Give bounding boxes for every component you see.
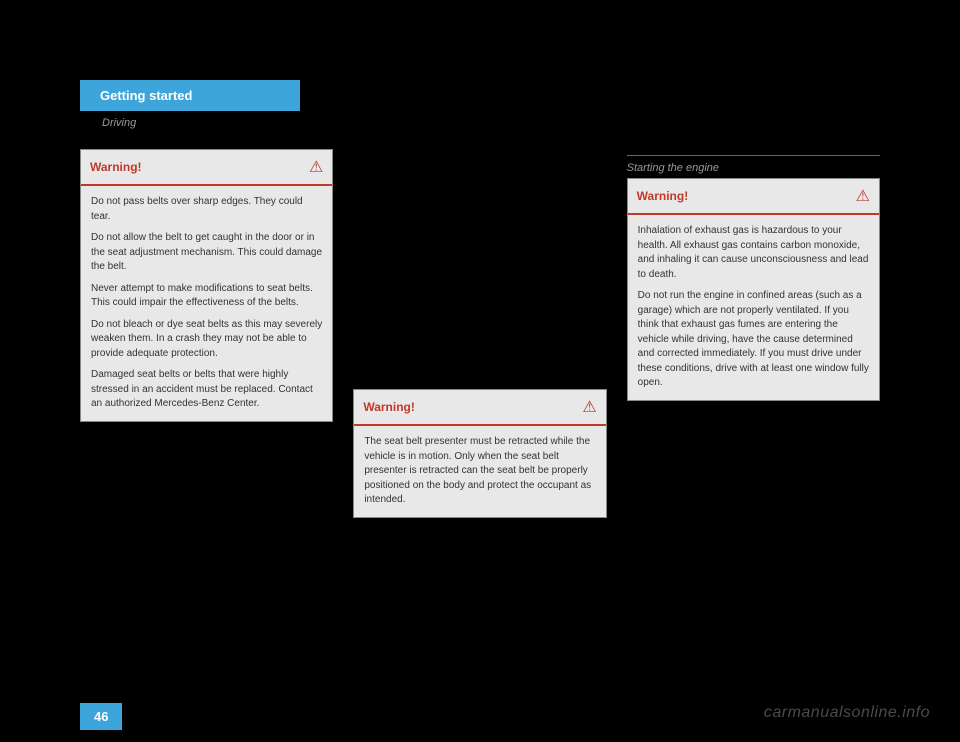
warning-text: Do not pass belts over sharp edges. They… xyxy=(91,195,322,224)
section-heading: Starting the engine xyxy=(627,162,880,174)
warning-triangle-icon: ⚠ xyxy=(856,186,870,206)
warning-text: Damaged seat belts or belts that were hi… xyxy=(91,368,322,412)
page-number-value: 46 xyxy=(94,709,108,724)
column-3: Starting the engine Warning! ⚠ Inhalatio… xyxy=(627,149,880,518)
warning-title: Warning! xyxy=(90,160,142,174)
warning-text: Do not bleach or dye seat belts as this … xyxy=(91,318,322,362)
column-1: Warning! ⚠ Do not pass belts over sharp … xyxy=(80,149,333,518)
warning-body: The seat belt presenter must be retracte… xyxy=(354,426,605,517)
watermark: carmanualsonline.info xyxy=(764,704,930,722)
warning-title: Warning! xyxy=(363,400,415,414)
section-tab: Getting started xyxy=(80,80,300,111)
warning-text: The seat belt presenter must be retracte… xyxy=(364,435,595,508)
warning-triangle-icon: ⚠ xyxy=(582,397,596,417)
manual-page: Getting started Driving Warning! ⚠ Do no… xyxy=(80,80,880,700)
warning-box-seatbelts: Warning! ⚠ Do not pass belts over sharp … xyxy=(80,149,333,422)
warning-triangle-icon: ⚠ xyxy=(309,157,323,177)
warning-text: Do not allow the belt to get caught in t… xyxy=(91,231,322,275)
divider xyxy=(627,155,880,156)
warning-text: Do not run the engine in confined areas … xyxy=(638,289,869,391)
warning-body: Do not pass belts over sharp edges. They… xyxy=(81,186,332,421)
page-subtitle: Driving xyxy=(102,117,880,129)
warning-box-exhaust: Warning! ⚠ Inhalation of exhaust gas is … xyxy=(627,178,880,401)
warning-title: Warning! xyxy=(637,189,689,203)
column-2: Warning! ⚠ The seat belt presenter must … xyxy=(353,149,606,518)
warning-header: Warning! ⚠ xyxy=(81,150,332,186)
warning-text: Inhalation of exhaust gas is hazardous t… xyxy=(638,224,869,282)
content-columns: Warning! ⚠ Do not pass belts over sharp … xyxy=(80,149,880,518)
spacer xyxy=(353,149,606,389)
warning-header: Warning! ⚠ xyxy=(628,179,879,215)
page-number: 46 xyxy=(80,703,122,730)
warning-box-presenter: Warning! ⚠ The seat belt presenter must … xyxy=(353,389,606,518)
warning-header: Warning! ⚠ xyxy=(354,390,605,426)
warning-text: Never attempt to make modifications to s… xyxy=(91,282,322,311)
section-title: Getting started xyxy=(100,88,192,103)
warning-body: Inhalation of exhaust gas is hazardous t… xyxy=(628,215,879,400)
